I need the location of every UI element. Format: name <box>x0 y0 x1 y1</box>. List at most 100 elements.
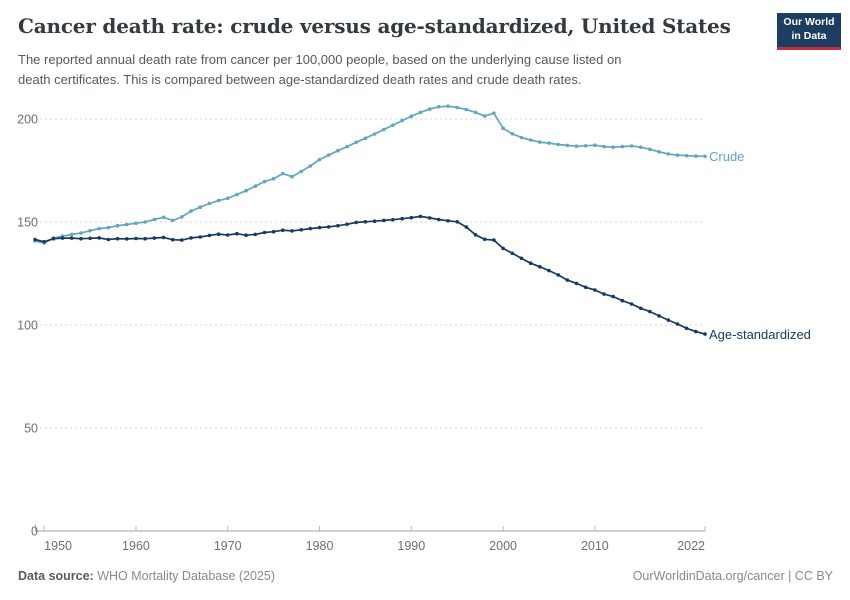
data-point <box>492 238 496 242</box>
data-point <box>400 118 404 123</box>
data-point <box>501 126 505 131</box>
data-point <box>271 176 276 181</box>
data-point <box>657 150 661 154</box>
data-point <box>225 233 230 237</box>
data-point <box>400 216 404 221</box>
data-point <box>244 233 248 237</box>
data-point <box>547 268 551 273</box>
data-point <box>391 217 395 222</box>
data-point <box>317 157 322 162</box>
data-point <box>565 278 570 282</box>
data-point <box>446 219 450 223</box>
data-point <box>69 236 74 240</box>
data-point <box>79 231 83 235</box>
data-point <box>639 306 643 311</box>
data-point <box>308 226 313 231</box>
data-point <box>464 107 469 112</box>
data-point <box>418 110 423 115</box>
y-tick-label: 150 <box>17 216 38 230</box>
data-point <box>271 229 276 234</box>
data-point <box>409 215 414 220</box>
data-point <box>446 104 450 108</box>
data-point <box>345 144 349 149</box>
data-point <box>510 132 515 136</box>
x-axis-ticks: 1950 1960 1970 1980 1990 2000 2010 2022 <box>35 524 706 553</box>
data-point <box>427 216 432 220</box>
data-point <box>281 228 285 232</box>
data-point <box>134 221 138 225</box>
data-point <box>684 326 689 331</box>
data-point <box>152 236 157 240</box>
owid-logo[interactable]: Our World in Data <box>777 13 841 50</box>
data-point <box>290 174 294 179</box>
y-tick-label: 0 <box>31 525 38 539</box>
data-point <box>363 220 368 224</box>
data-point <box>244 188 248 193</box>
data-point <box>583 144 588 148</box>
data-point <box>602 144 606 149</box>
chart-title: Cancer death rate: crude versus age-stan… <box>18 14 731 38</box>
data-point <box>372 132 377 136</box>
data-point <box>611 145 615 149</box>
data-point <box>593 288 597 292</box>
data-point <box>161 235 166 240</box>
data-point <box>134 236 138 241</box>
data-point <box>629 302 634 306</box>
data-source-note: Data source: WHO Mortality Database (202… <box>18 569 275 583</box>
y-tick-label: 200 <box>17 113 38 127</box>
data-point <box>88 236 92 241</box>
data-point <box>620 144 625 149</box>
data-point <box>473 233 478 237</box>
data-point <box>565 143 570 148</box>
attribution-link[interactable]: OurWorldinData.org/cancer | CC BY <box>632 569 833 583</box>
data-point <box>125 237 129 241</box>
data-point <box>528 261 533 266</box>
series-age-standardized[interactable] <box>33 214 707 336</box>
data-point <box>115 236 120 241</box>
data-point <box>473 110 478 115</box>
data-point <box>143 236 147 241</box>
data-point <box>189 236 193 240</box>
data-point <box>106 225 111 230</box>
x-tick-label: 2010 <box>581 539 609 553</box>
data-point <box>336 223 340 228</box>
data-point <box>482 114 487 118</box>
data-point <box>418 214 423 219</box>
data-point <box>345 222 349 227</box>
data-point <box>620 298 625 303</box>
data-point <box>675 322 680 326</box>
x-tick-label: 1960 <box>122 539 150 553</box>
data-point <box>528 138 533 142</box>
data-point <box>143 220 147 224</box>
series-crude[interactable] <box>33 104 707 245</box>
data-point <box>629 144 634 148</box>
data-point <box>602 292 606 296</box>
data-point <box>253 232 258 237</box>
data-point <box>556 273 560 277</box>
data-point <box>88 228 92 233</box>
x-tick-label: 1990 <box>397 539 425 553</box>
data-point <box>180 215 184 219</box>
data-point <box>106 237 111 242</box>
data-point <box>253 184 258 188</box>
data-point <box>336 148 340 153</box>
y-tick-label: 50 <box>24 422 38 436</box>
data-point <box>170 237 175 242</box>
data-point <box>180 238 184 242</box>
data-point <box>326 153 331 157</box>
data-point <box>455 220 460 224</box>
data-point <box>235 192 239 197</box>
data-point <box>317 225 322 230</box>
chart-subtitle-line2: death certificates. This is compared bet… <box>18 72 582 87</box>
data-point <box>189 209 193 213</box>
data-point <box>299 228 304 232</box>
data-point <box>262 179 267 184</box>
data-point <box>69 232 74 237</box>
y-gridlines <box>35 118 705 532</box>
series-label-crude: Crude <box>709 149 745 164</box>
data-point <box>170 218 175 223</box>
data-point <box>684 153 689 158</box>
data-point <box>125 222 129 227</box>
data-point <box>198 205 202 209</box>
